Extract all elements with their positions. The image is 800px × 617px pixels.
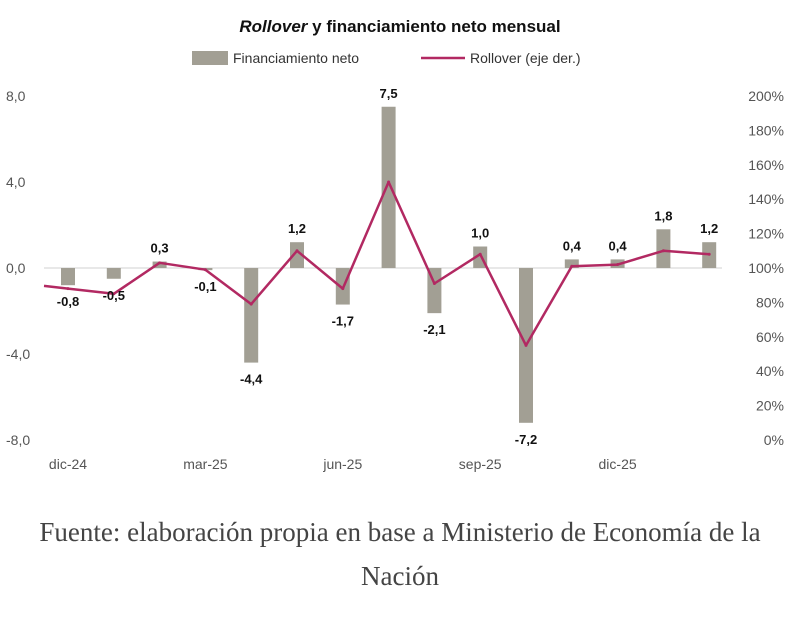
bar-labels: -0,8 -0,5 0,3 -0,1 -4,4 1,2 -1,7 7,5 -2,1 1,0 -7,2… — [57, 86, 718, 447]
bar-value-label: 7,5 — [380, 86, 398, 101]
chart-title-italic: Rollover — [239, 17, 308, 36]
bar — [427, 268, 442, 314]
y-right-tick-label: 80% — [756, 294, 784, 310]
y-right-tick-label: 20% — [756, 398, 784, 414]
bar — [152, 261, 167, 268]
rollover-line — [43, 180, 710, 347]
bar-value-label: -4,4 — [240, 372, 263, 387]
bar — [106, 268, 121, 279]
y-right-tick-label: 100% — [748, 260, 784, 276]
x-tick-label: jun-25 — [322, 456, 362, 472]
rollover-point — [249, 302, 253, 306]
bar-value-label: -2,1 — [423, 322, 445, 337]
y-left-tick-label: -8,0 — [6, 432, 30, 448]
bar-value-label: -0,1 — [194, 279, 216, 294]
bar-value-label: 1,2 — [700, 221, 718, 236]
y-right-tick-label: 120% — [748, 226, 784, 242]
x-tick-label: dic-24 — [49, 456, 87, 472]
y-right-tick-label: 60% — [756, 329, 784, 345]
x-tick-label: sep-25 — [459, 456, 502, 472]
x-axis: dic-24 mar-25 jun-25 sep-25 dic-25 — [49, 456, 637, 472]
bar — [290, 242, 304, 268]
rollover-point — [707, 252, 711, 256]
source-note: Fuente: elaboración propia en base a Min… — [39, 517, 761, 591]
rollover-point — [387, 180, 391, 184]
legend-bar-swatch — [192, 51, 228, 65]
rollover-point — [112, 292, 116, 296]
bar-value-label: -0,8 — [57, 294, 79, 309]
rollover-point — [570, 264, 574, 268]
x-tick-label: mar-25 — [183, 456, 228, 472]
x-tick-label: dic-25 — [599, 456, 637, 472]
legend: Financiamiento neto Rollover (eje der.) — [192, 50, 581, 66]
rollover-point — [478, 252, 482, 256]
bar — [381, 106, 396, 268]
y-right-tick-label: 180% — [748, 122, 784, 138]
chart: Rollover y financiamiento neto mensual F… — [6, 17, 784, 472]
bar-value-label: -0,5 — [103, 288, 125, 303]
bar-value-label: 1,8 — [654, 208, 672, 223]
bar-value-label: 0,4 — [609, 238, 628, 253]
y-right-tick-label: 40% — [756, 363, 784, 379]
bar — [61, 268, 75, 286]
y-axis-left: 8,0 4,0 0,0 -4,0 -8,0 — [6, 88, 30, 448]
legend-line-label: Rollover (eje der.) — [470, 50, 581, 66]
chart-title: Rollover y financiamiento neto mensual — [239, 17, 560, 36]
legend-bar-label: Financiamiento neto — [233, 50, 359, 66]
y-right-tick-label: 160% — [748, 157, 784, 173]
bar-value-label: 0,4 — [563, 238, 582, 253]
bars — [61, 106, 717, 423]
rollover-point — [203, 268, 207, 272]
y-left-tick-label: -4,0 — [6, 346, 30, 362]
y-right-tick-label: 140% — [748, 191, 784, 207]
bar-value-label: 0,3 — [151, 241, 169, 256]
bar-value-label: 1,0 — [471, 226, 489, 241]
y-left-tick-label: 8,0 — [6, 88, 26, 104]
y-axis-right: 200% 180% 160% 140% 120% 100% 80% 60% 40% 20% 0% — [748, 88, 784, 448]
bar — [656, 229, 671, 268]
chart-title-rest: y financiamiento neto mensual — [307, 17, 560, 36]
y-right-tick-label: 0% — [764, 432, 784, 448]
rollover-point — [616, 263, 620, 267]
bar-value-label: -7,2 — [515, 432, 537, 447]
rollover-point — [295, 249, 299, 253]
y-right-tick-label: 200% — [748, 88, 784, 104]
rollover-line-layer — [43, 180, 711, 347]
rollover-point — [341, 287, 345, 291]
bar-value-label: 1,2 — [288, 221, 306, 236]
rollover-point — [524, 343, 528, 347]
y-left-tick-label: 4,0 — [6, 174, 26, 190]
bar — [564, 259, 579, 268]
rollover-point — [66, 287, 70, 291]
rollover-point — [432, 281, 436, 285]
rollover-point — [158, 261, 162, 265]
rollover-point — [661, 249, 665, 253]
bar — [244, 268, 259, 363]
bar-value-label: -1,7 — [332, 314, 354, 329]
y-left-tick-label: 0,0 — [6, 260, 26, 276]
